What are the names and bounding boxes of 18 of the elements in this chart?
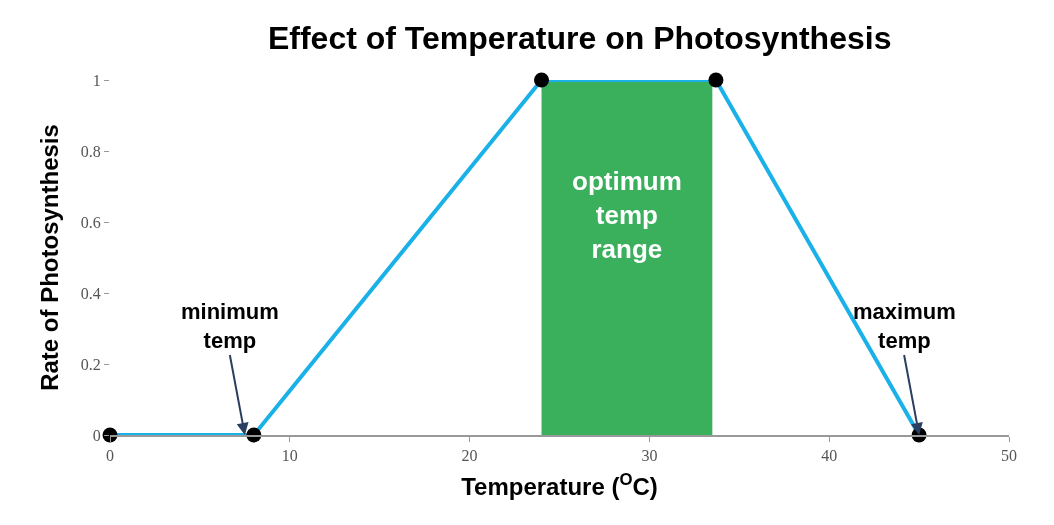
x-tick-label: 40	[821, 447, 838, 465]
y-tick-label: 0	[92, 426, 101, 444]
y-tick-label: 0.2	[80, 355, 101, 373]
annotation: maximum temp	[853, 299, 956, 353]
x-axis-title: Temperature ($^{O}$C)	[461, 469, 658, 500]
y-tick-label: 0.4	[80, 284, 101, 302]
x-tick-label: 30	[641, 447, 658, 465]
band-label: optimum temp range	[572, 166, 682, 264]
y-tick-label: 0.6	[80, 213, 101, 231]
y-tick-label: 0.8	[80, 142, 101, 160]
x-tick-label: 0	[106, 447, 114, 465]
annotation: minimum temp	[181, 299, 279, 353]
y-axis-title: Rate of Photosynthesis	[35, 124, 63, 391]
x-tick-label: 20	[461, 447, 478, 465]
chart-title: Effect of Temperature on Photosynthesis	[267, 19, 892, 56]
x-tick-label: 50	[1001, 447, 1017, 465]
y-tick-label: 1	[92, 71, 101, 89]
x-tick-label: 10	[281, 447, 298, 465]
